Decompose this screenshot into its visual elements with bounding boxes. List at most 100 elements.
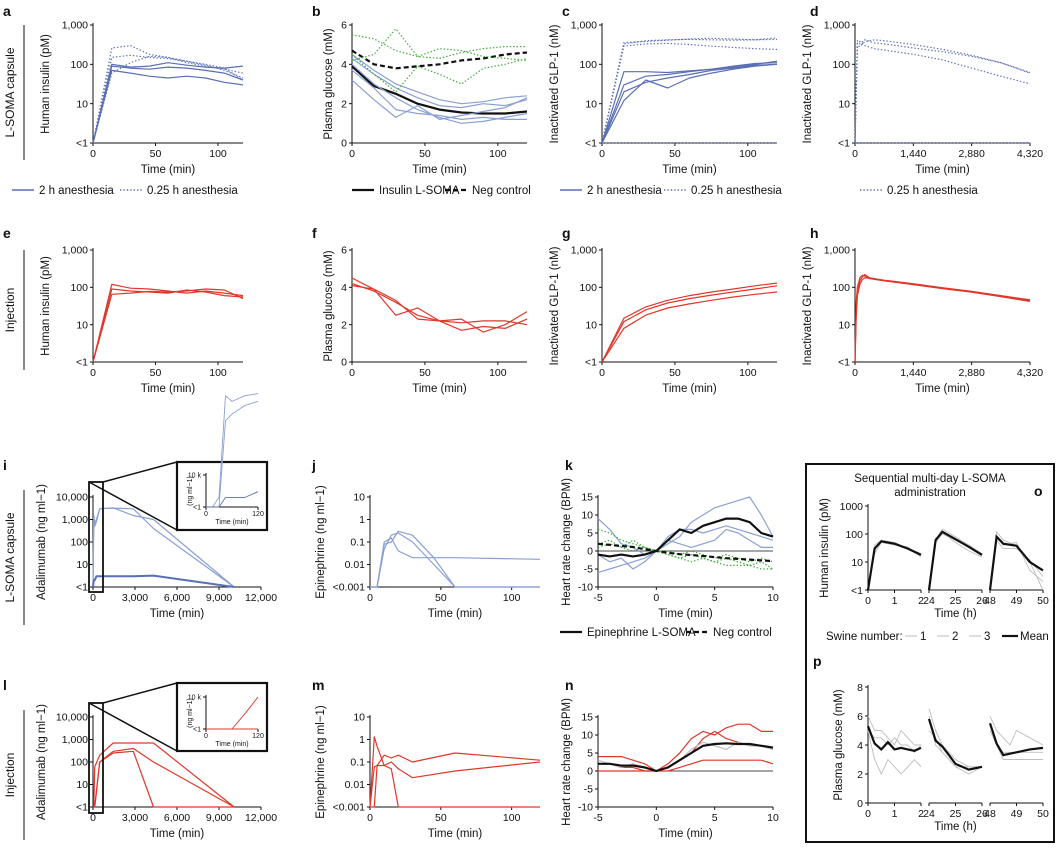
y-tick-label: <1 xyxy=(76,582,88,594)
x-tick-label: 100 xyxy=(739,367,757,379)
y-tick-label: <1 xyxy=(193,726,201,733)
series-line-p-2 xyxy=(928,715,983,775)
y-axis-label: Adalimumab (ng ml−1) xyxy=(36,704,48,820)
x-tick-label: 50 xyxy=(435,592,447,604)
y-axis-label: Inactivated GLP-1 (nM) xyxy=(549,246,561,365)
axis xyxy=(369,495,540,588)
x-tick-label: 50 xyxy=(419,148,431,160)
series-line-l-3 xyxy=(93,747,235,808)
legend-label: 1 xyxy=(920,631,926,643)
y-tick-label: 1,000 xyxy=(62,734,88,746)
legend-label: Mean xyxy=(1020,631,1049,643)
series-line-p-4 xyxy=(866,725,922,752)
x-tick-label: 50 xyxy=(1037,808,1049,820)
x-tick-label: 50 xyxy=(435,812,447,824)
x-tick-label: 2,880 xyxy=(959,148,985,160)
y-tick-label: 2 xyxy=(341,98,347,110)
y-axis-label: Inactivated GLP-1 (nM) xyxy=(802,246,814,365)
axis xyxy=(92,23,243,144)
series-line-e-1 xyxy=(92,283,244,363)
zoom-region-l xyxy=(88,702,104,814)
panel-letter-j: j xyxy=(311,457,316,473)
y-tick-label: 100 xyxy=(845,529,863,541)
x-tick-label: 0 xyxy=(367,812,373,824)
panel-letter-f: f xyxy=(312,225,317,241)
series-line-f-3 xyxy=(351,284,528,331)
y-tick-label: 1,000 xyxy=(571,20,597,32)
x-tick-label: 9,000 xyxy=(206,592,232,604)
series-line-g-1 xyxy=(601,282,778,363)
y-tick-label: <0.001 xyxy=(333,582,366,594)
series-line-k-5 xyxy=(597,528,773,570)
x-tick-label: 120 xyxy=(252,733,264,740)
zoom-region-i xyxy=(88,481,104,593)
y-tick-label: 6 xyxy=(857,711,863,723)
x-tick-label: 26 xyxy=(976,595,988,607)
x-tick-label: -5 xyxy=(593,592,602,604)
y-tick-label: -5 xyxy=(584,784,593,796)
x-tick-label: 0 xyxy=(90,148,96,160)
series-line-c-7 xyxy=(601,37,778,144)
x-axis-label: Time (min) xyxy=(658,608,713,620)
x-tick-label: 50 xyxy=(150,148,162,160)
y-tick-label: 1,000 xyxy=(62,245,88,257)
series-line-a-3 xyxy=(92,62,244,144)
x-tick-label: 24 xyxy=(923,595,935,607)
legend-title: Swine number: xyxy=(826,631,903,643)
series-line-i-3 xyxy=(92,574,235,588)
series-line-n-1 xyxy=(598,723,773,772)
series-line-b-10 xyxy=(351,54,528,93)
series-line-d-3 xyxy=(854,39,1031,144)
x-tick-label: 100 xyxy=(489,367,507,379)
x-tick-label: 100 xyxy=(209,148,227,160)
series-line-o-4 xyxy=(866,540,922,591)
x-tick-label: 0 xyxy=(349,367,355,379)
multi-day-box xyxy=(805,463,1055,843)
x-tick-label: 26 xyxy=(976,808,988,820)
y-tick-label: 0 xyxy=(587,546,593,558)
y-axis-label: Epinephrine (ng ml−1) xyxy=(315,705,327,819)
y-tick-label: 10 xyxy=(838,319,850,331)
y-axis-label: Human insulin (pM) xyxy=(819,498,831,598)
x-tick-label: 2,880 xyxy=(959,367,985,379)
series-line-c-5 xyxy=(601,37,778,144)
y-axis-label: Inactivated GLP-1 (nM) xyxy=(802,24,814,143)
legend-label: Insulin L-SOMA xyxy=(379,185,460,197)
x-tick-label: 3,000 xyxy=(122,812,148,824)
y-tick-label: 10 xyxy=(585,319,597,331)
y-tick-label: 8 xyxy=(857,682,863,694)
series-line-a-6 xyxy=(92,55,244,144)
y-tick-label: <1 xyxy=(838,357,850,369)
panel-letter-k: k xyxy=(565,457,573,473)
y-tick-label: 10 k xyxy=(188,472,202,479)
y-tick-label: 4 xyxy=(857,740,863,752)
row-label: L-SOMA capsule xyxy=(3,47,17,137)
series-line-f-2 xyxy=(351,283,528,326)
y-axis-label: (ng ml−1) xyxy=(187,698,194,728)
x-tick-label: 4,320 xyxy=(1017,367,1043,379)
series-line-k-3 xyxy=(597,528,773,570)
series-line-p-4 xyxy=(927,718,983,771)
x-tick-label: 0 xyxy=(349,148,355,160)
chart-e: <1 10 100 1,000 0 50 100 Time (min) Human insuli… xyxy=(40,245,244,395)
series-line-m-3 xyxy=(370,761,541,808)
y-tick-label: 10,000 xyxy=(56,492,88,504)
x-tick-label: 50 xyxy=(1037,595,1049,607)
y-tick-label: <1 xyxy=(838,138,850,150)
y-tick-label: 10 xyxy=(581,730,593,742)
x-tick-label: 0 xyxy=(653,592,659,604)
chart-l_inset: <1 10 k 0 120 Time (min) (ng ml−1) xyxy=(187,694,264,748)
legend-label: 2 h anesthesia xyxy=(39,185,114,197)
y-tick-label: 10 xyxy=(353,492,365,504)
x-tick-label: 2 xyxy=(918,808,924,820)
series-line-p-2 xyxy=(867,730,922,776)
series-line-o-2 xyxy=(989,530,1044,591)
legend-label: 0.25 h anesthesia xyxy=(887,185,978,197)
series-line-d-1 xyxy=(854,39,1031,144)
panel-letter-b: b xyxy=(312,3,321,19)
